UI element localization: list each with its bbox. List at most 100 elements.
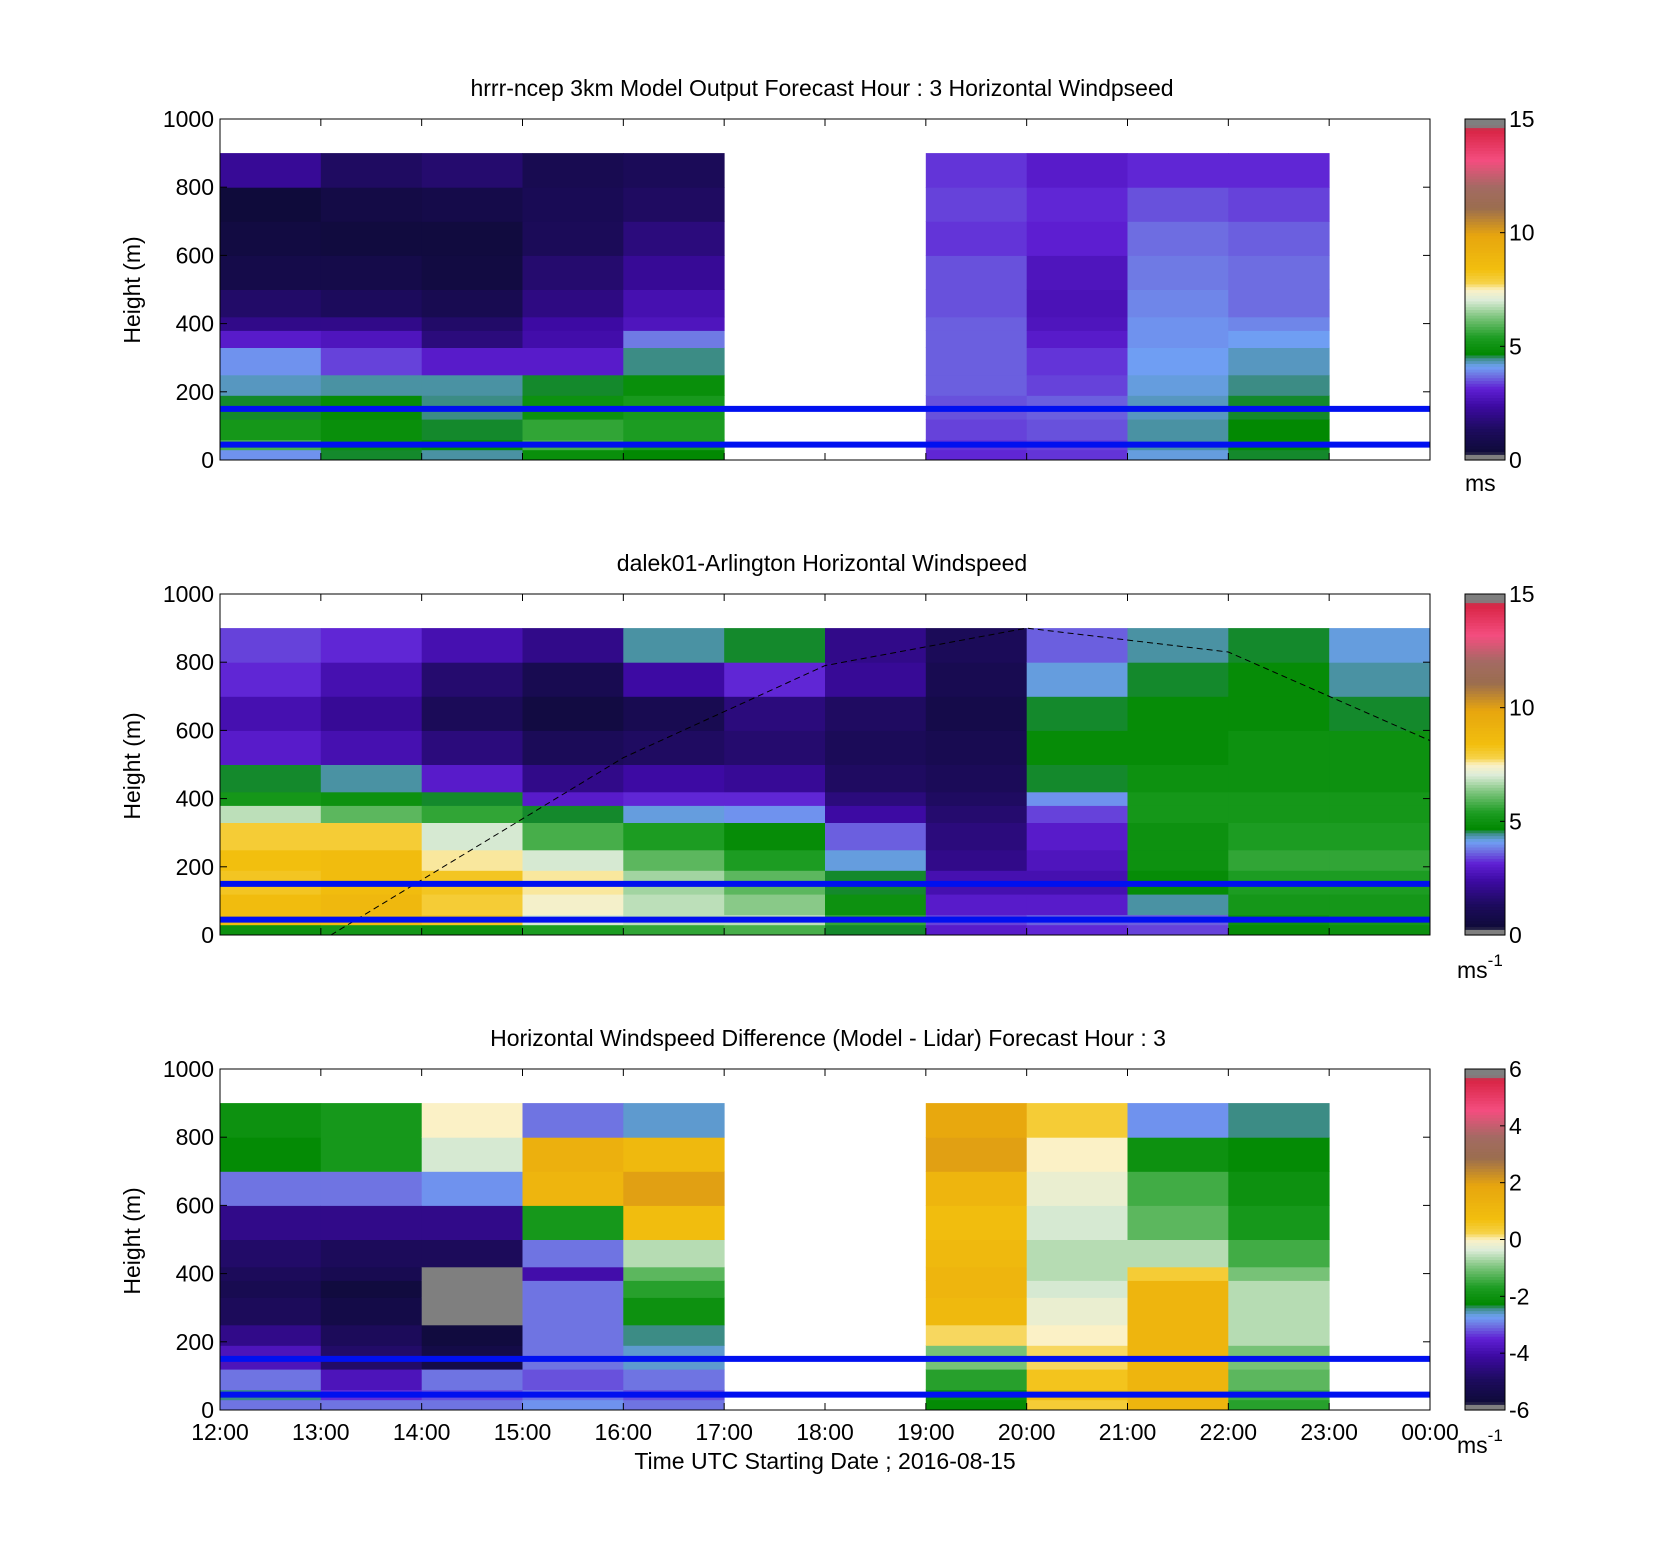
difference-colorbar-segment: [1465, 1259, 1505, 1263]
difference-cell: [220, 1171, 322, 1206]
difference-colorbar-segment: [1465, 1398, 1505, 1403]
model-colorbar-segment: [1465, 414, 1505, 418]
model-colorbar-segment: [1465, 454, 1505, 458]
model-colorbar-segment: [1465, 388, 1505, 393]
difference-colorbar-segment: [1465, 1239, 1505, 1243]
model-cell: [220, 255, 322, 290]
lidar-colorbar-segment: [1465, 594, 1505, 598]
x-tick-label: 19:00: [897, 1419, 955, 1445]
lidar-cell: [320, 805, 423, 823]
lidar-cell: [522, 791, 624, 806]
difference-colorbar-segment: [1465, 1290, 1505, 1295]
lidar-cell: [421, 628, 523, 663]
lidar-colorbar-segment: [1465, 778, 1505, 783]
lidar-colorbar-segment: [1465, 642, 1505, 646]
difference-cell: [320, 1297, 423, 1326]
difference-cell: [1127, 1297, 1229, 1326]
lidar-colorbar-segment: [1465, 738, 1505, 743]
model-colorbar-segment: [1465, 187, 1505, 191]
difference-cell: [1026, 1171, 1128, 1206]
difference-cell: [421, 1266, 523, 1281]
model-cell: [1127, 289, 1229, 318]
lidar-cell: [1329, 894, 1431, 916]
difference-colorbar-segment: [1465, 1284, 1505, 1289]
model-colorbar-segment: [1465, 352, 1505, 356]
lidar-cell: [1127, 696, 1229, 731]
difference-cell: [1127, 1324, 1229, 1346]
lidar-cell: [320, 628, 423, 663]
lidar-colorbar-segment: [1465, 855, 1505, 859]
lidar-cell: [925, 849, 1028, 871]
model-colorbar-segment: [1465, 406, 1505, 410]
lidar-colorbar-segment: [1465, 696, 1505, 700]
difference-cell: [320, 1239, 423, 1268]
model-colorbar-segment: [1465, 272, 1505, 276]
difference-panel: Horizontal Windspeed Difference (Model -…: [119, 1025, 1530, 1474]
model-colorbar-segment: [1465, 289, 1505, 293]
model-cell: [1228, 289, 1330, 318]
lidar-cell: [623, 805, 725, 823]
lidar-colorbar-segment: [1465, 608, 1505, 612]
lidar-colorbar-segment: [1465, 733, 1505, 737]
difference-colorbar-segment: [1465, 1336, 1505, 1340]
lidar-colorbar-segment: [1465, 900, 1505, 905]
lidar-panel-ylabel: Height (m): [119, 712, 145, 819]
model-colorbar-segment: [1465, 195, 1505, 200]
model-colorbar-segment: [1465, 224, 1505, 228]
difference-cell: [925, 1297, 1028, 1326]
model-colorbar-segment: [1465, 229, 1505, 234]
colorbar-tick-label: 5: [1509, 333, 1522, 359]
lidar-colorbar-segment: [1465, 866, 1505, 871]
lidar-colorbar-segment: [1465, 761, 1505, 766]
difference-cell: [421, 1205, 523, 1240]
difference-cell: [1127, 1137, 1229, 1172]
difference-cell: [1026, 1137, 1128, 1172]
difference-cell: [320, 1205, 423, 1240]
lidar-colorbar-segment: [1465, 719, 1505, 723]
y-tick-label: 0: [201, 922, 214, 948]
lidar-colorbar-segment: [1465, 883, 1505, 888]
lidar-cell: [925, 805, 1028, 823]
difference-cell: [421, 1137, 523, 1172]
lidar-cell: [1228, 791, 1330, 806]
boundary-layer-curve: [330, 627, 1431, 936]
lidar-colorbar-segment: [1465, 770, 1505, 774]
y-tick-label: 1000: [163, 581, 214, 607]
lidar-cell: [320, 764, 423, 793]
model-colorbar-segment: [1465, 119, 1505, 123]
model-colorbar-segment: [1465, 226, 1505, 231]
lidar-cell: [421, 764, 523, 793]
y-tick-label: 400: [176, 1261, 214, 1287]
model-cell: [1026, 153, 1128, 188]
x-tick-label: 18:00: [796, 1419, 854, 1445]
lidar-cell: [925, 894, 1028, 916]
colorbar-tick-label: 0: [1509, 922, 1522, 948]
difference-cell: [623, 1266, 725, 1281]
lidar-colorbar-segment: [1465, 875, 1505, 879]
lidar-colorbar-segment: [1465, 747, 1505, 751]
model-colorbar-segment: [1465, 437, 1505, 441]
difference-colorbar-segment: [1465, 1375, 1505, 1380]
lidar-cell: [623, 924, 725, 936]
model-colorbar-segment: [1465, 201, 1505, 205]
lidar-colorbar-segment: [1465, 744, 1505, 749]
lidar-colorbar-segment: [1465, 787, 1505, 791]
lidar-cell: [220, 849, 322, 871]
model-colorbar-segment: [1465, 408, 1505, 413]
model-colorbar-segment: [1465, 403, 1505, 407]
lidar-cell: [421, 894, 523, 916]
lidar-colorbar-segment: [1465, 656, 1505, 660]
difference-cell: [1127, 1205, 1229, 1240]
x-tick-label: 12:00: [191, 1419, 249, 1445]
lidar-colorbar-segment: [1465, 647, 1505, 652]
model-cell: [220, 187, 322, 222]
lidar-colorbar-segment: [1465, 829, 1505, 834]
colorbar-tick-label: 4: [1509, 1113, 1522, 1139]
model-cell: [1228, 449, 1330, 461]
model-cell: [1026, 347, 1128, 376]
model-cell: [320, 221, 423, 256]
difference-colorbar-segment: [1465, 1086, 1505, 1090]
lidar-cell: [724, 696, 826, 731]
lidar-cell: [925, 764, 1028, 793]
lidar-colorbar-segment: [1465, 781, 1505, 785]
